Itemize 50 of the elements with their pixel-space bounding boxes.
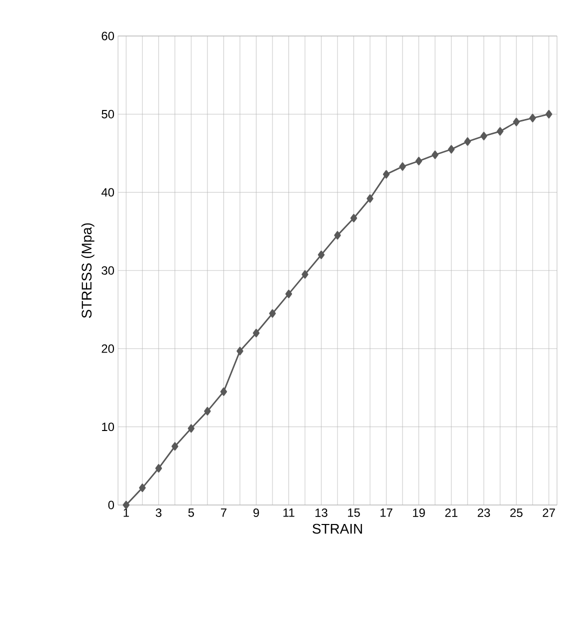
- point: [122, 500, 130, 510]
- x-tick-label: 13: [316, 508, 328, 517]
- point: [285, 290, 292, 298]
- point: [448, 145, 455, 154]
- x-tick-label: 7: [220, 508, 226, 517]
- x-tick-label: 15: [348, 508, 360, 517]
- point: [432, 150, 438, 160]
- point: [366, 194, 374, 203]
- x-tick-label: 25: [510, 508, 522, 517]
- x-tick-label: 5: [188, 508, 194, 517]
- point: [529, 114, 536, 122]
- x-tick-label: 17: [380, 508, 392, 517]
- point: [172, 442, 178, 451]
- y-tick-label: 20: [102, 344, 114, 353]
- point: [252, 328, 260, 338]
- point: [204, 406, 211, 416]
- point: [480, 132, 488, 140]
- y-axis-title: STRESS (Mpa): [81, 223, 94, 318]
- point: [236, 346, 244, 356]
- x-tick-label: 21: [445, 508, 458, 517]
- y-tick-label: 30: [102, 266, 114, 275]
- x-tick-label: 9: [253, 508, 259, 517]
- x-tick-label: 3: [156, 508, 162, 517]
- point: [269, 309, 276, 318]
- y-tick-label: 10: [102, 422, 114, 432]
- y-tick-label: 40: [101, 188, 114, 197]
- y-tick-label: 60: [102, 32, 114, 40]
- point: [546, 110, 552, 118]
- point: [139, 484, 146, 492]
- point: [496, 127, 504, 136]
- x-tick-label: 27: [542, 508, 555, 517]
- point: [334, 231, 341, 240]
- y-tick-label: 0: [108, 500, 114, 510]
- point: [399, 162, 406, 171]
- point: [350, 214, 358, 222]
- y-tick-label: 50: [102, 110, 114, 118]
- point: [318, 250, 325, 260]
- x-tick-label: 1: [124, 508, 129, 517]
- point: [155, 464, 162, 472]
- x-tick-label: 19: [413, 508, 425, 517]
- point: [512, 118, 520, 126]
- point: [382, 170, 390, 179]
- x-tick-label: 11: [283, 508, 294, 517]
- point: [302, 270, 308, 279]
- x-axis-title: STRAIN: [312, 524, 362, 534]
- point: [220, 387, 228, 396]
- point: [188, 424, 195, 433]
- x-tick-label: 23: [478, 508, 490, 517]
- point: [464, 137, 471, 146]
- point: [415, 156, 422, 166]
